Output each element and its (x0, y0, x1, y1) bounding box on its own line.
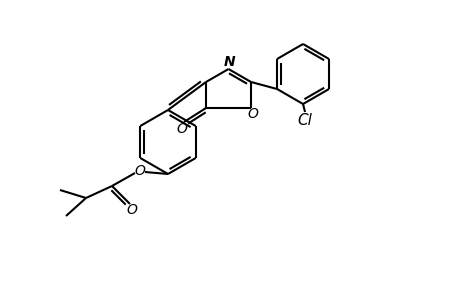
Text: O: O (176, 122, 187, 136)
Text: N: N (223, 55, 235, 69)
Text: Cl: Cl (297, 112, 312, 128)
Text: O: O (134, 164, 145, 178)
Text: O: O (247, 107, 258, 121)
Text: O: O (126, 203, 137, 217)
